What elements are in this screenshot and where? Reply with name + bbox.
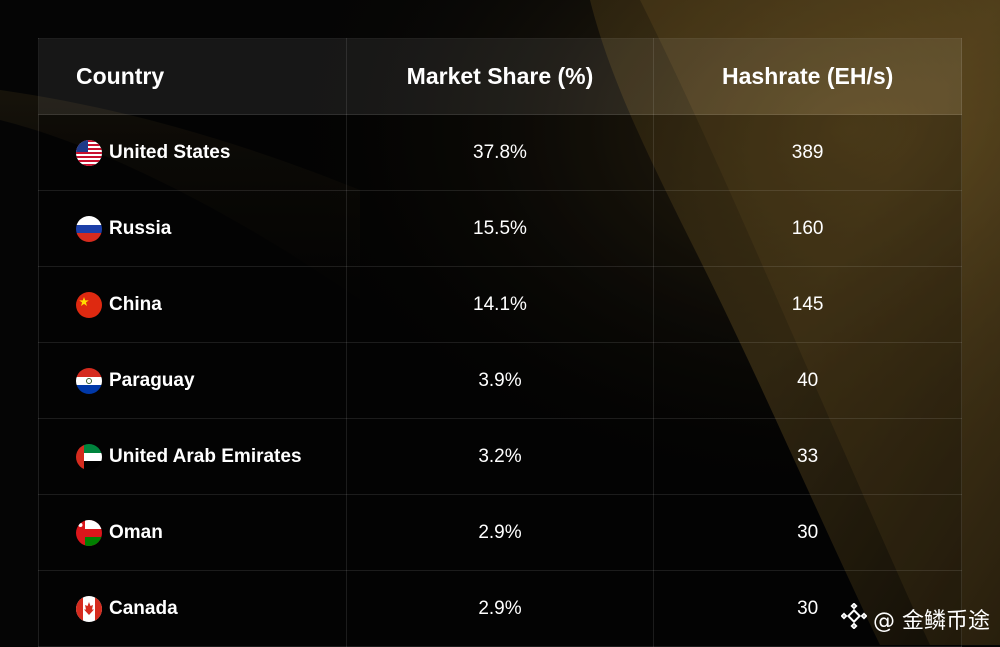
watermark: @ 金鳞币途 <box>840 602 990 635</box>
country-cell: United Arab Emirates <box>38 418 347 495</box>
table-row: China 14.1% 145 <box>38 266 962 343</box>
table-row: United Arab Emirates 3.2% 33 <box>38 418 962 495</box>
market-share-cell: 2.9% <box>345 570 655 647</box>
country-cell: Russia <box>38 190 347 267</box>
hashrate-cell: 30 <box>653 494 962 571</box>
cn-flag-icon <box>76 291 102 318</box>
country-cell: China <box>38 266 347 343</box>
country-cell: United States <box>38 114 347 191</box>
hashrate-cell: 389 <box>653 114 962 191</box>
hashrate-cell: 145 <box>653 266 962 343</box>
market-share-cell: 2.9% <box>345 494 655 571</box>
header-hashrate: Hashrate (EH/s) <box>653 38 962 115</box>
hashrate-table-container: Country Market Share (%) Hashrate (EH/s) <box>38 38 962 647</box>
binance-logo-icon <box>840 602 868 635</box>
us-flag-icon <box>76 139 102 166</box>
table-row: Oman 2.9% 30 <box>38 494 962 571</box>
market-share-cell: 14.1% <box>345 266 655 343</box>
table-header-row: Country Market Share (%) Hashrate (EH/s) <box>38 38 962 115</box>
country-cell: Canada <box>38 570 347 647</box>
country-name: China <box>109 293 162 315</box>
hashrate-cell: 160 <box>653 190 962 267</box>
country-name: Oman <box>109 521 163 543</box>
header-country: Country <box>38 38 347 115</box>
hashrate-cell: 40 <box>653 342 962 419</box>
table-row: Russia 15.5% 160 <box>38 190 962 267</box>
ca-flag-icon <box>76 595 102 622</box>
ru-flag-icon <box>76 215 102 242</box>
country-name: Russia <box>109 217 172 239</box>
market-share-cell: 3.2% <box>345 418 655 495</box>
country-name: Canada <box>109 597 178 619</box>
table-row: United States 37.8% 389 <box>38 114 962 191</box>
market-share-cell: 37.8% <box>345 114 655 191</box>
country-name: United States <box>109 141 231 163</box>
country-cell: Oman <box>38 494 347 571</box>
country-cell: Paraguay <box>38 342 347 419</box>
ae-flag-icon <box>76 443 102 470</box>
hashrate-table: Country Market Share (%) Hashrate (EH/s) <box>38 38 962 647</box>
table-row: Canada 2.9% 30 <box>38 570 962 647</box>
country-name: United Arab Emirates <box>109 445 302 467</box>
py-flag-icon <box>76 367 102 394</box>
market-share-cell: 3.9% <box>345 342 655 419</box>
market-share-cell: 15.5% <box>345 190 655 267</box>
om-flag-icon <box>76 519 102 546</box>
country-name: Paraguay <box>109 369 195 391</box>
watermark-text: @ 金鳞币途 <box>873 609 990 634</box>
hashrate-cell: 33 <box>653 418 962 495</box>
table-row: Paraguay 3.9% 40 <box>38 342 962 419</box>
header-market-share: Market Share (%) <box>345 38 655 115</box>
hashrate-cell: 30 <box>653 570 962 647</box>
